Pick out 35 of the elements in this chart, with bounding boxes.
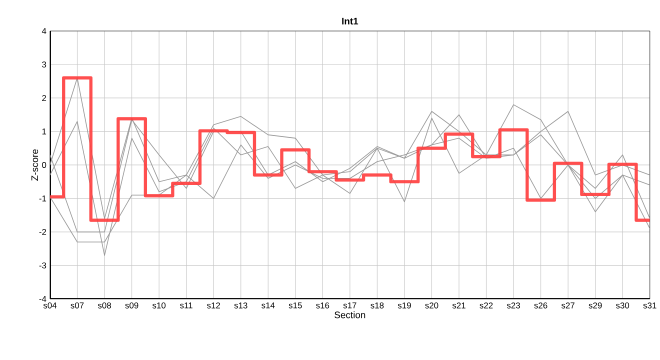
x-tick-label: s15	[288, 302, 302, 308]
x-tick-label: s30	[616, 302, 630, 308]
x-tick-label: s10	[152, 302, 166, 308]
y-axis-title: Z-score	[31, 149, 38, 181]
x-tick-label: s08	[98, 302, 111, 308]
y-tick-label: 2	[42, 95, 46, 101]
x-tick-label: s20	[425, 302, 438, 308]
x-tick-label: s27	[561, 302, 574, 308]
x-axis-title: Section	[334, 311, 366, 318]
y-tick-label: 4	[42, 28, 46, 34]
y-tick-label: 0	[42, 162, 46, 168]
y-tick-label: -2	[39, 229, 46, 235]
chart-title: Int1	[342, 18, 358, 25]
y-tick-label: 1	[42, 128, 46, 134]
y-tick-label: -4	[39, 296, 46, 302]
x-tick-label: s29	[588, 302, 602, 308]
x-tick-label: s11	[180, 302, 192, 308]
y-tick-label: 3	[42, 62, 46, 68]
x-tick-label: s23	[506, 302, 520, 308]
x-tick-label: s26	[534, 302, 548, 308]
x-tick-label: s04	[43, 302, 57, 308]
x-tick-label: s12	[207, 302, 220, 308]
y-tick-label: -3	[39, 262, 46, 268]
x-tick-label: s14	[262, 302, 275, 308]
x-tick-label: s18	[370, 302, 384, 308]
x-tick-label: s19	[398, 302, 411, 308]
x-tick-label: s21	[452, 302, 466, 308]
x-tick-label: s31	[643, 302, 656, 308]
y-tick-label: -1	[39, 196, 46, 202]
x-tick-label: s09	[125, 302, 138, 308]
x-tick-label: s07	[70, 302, 84, 308]
x-tick-label: s17	[343, 302, 356, 308]
x-tick-label: s16	[316, 302, 330, 308]
x-tick-label: s13	[234, 302, 248, 308]
x-tick-label: s22	[480, 302, 493, 308]
